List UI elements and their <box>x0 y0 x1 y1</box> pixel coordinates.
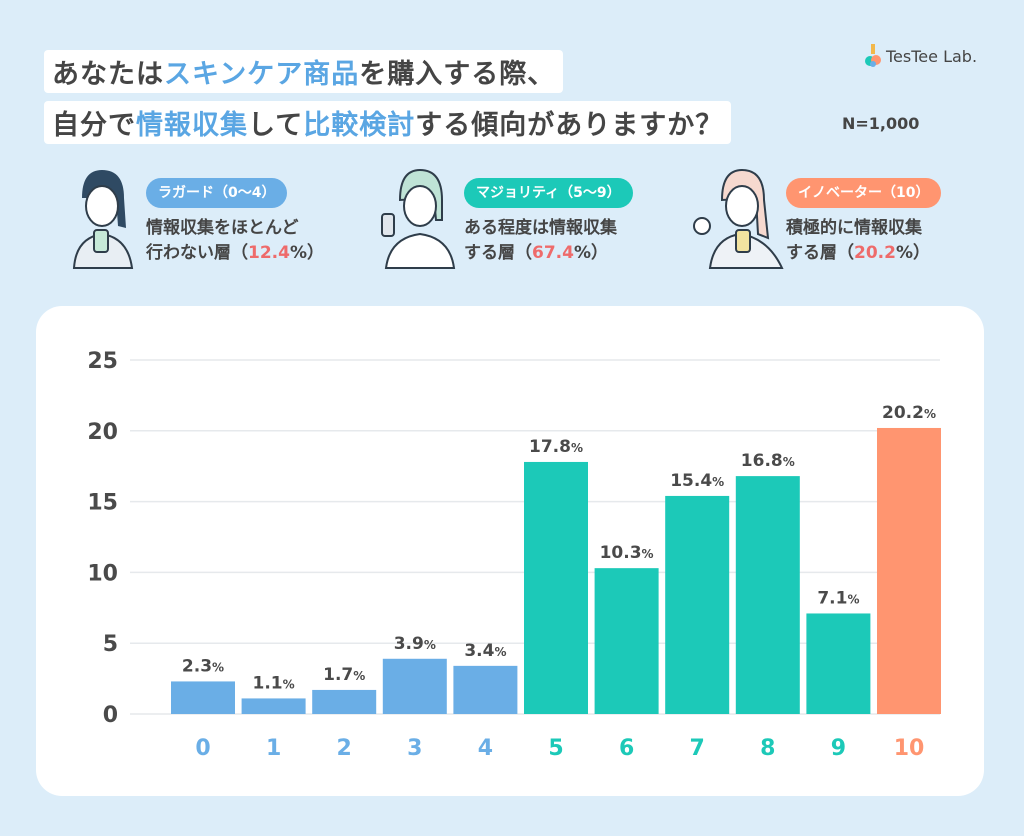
person-illustration-icon <box>381 168 456 269</box>
x-tick-label: 3 <box>407 736 422 761</box>
sample-size: N=1,000 <box>842 114 920 133</box>
x-tick-label: 8 <box>760 736 775 761</box>
flask-icon <box>865 44 881 67</box>
group-percent: 12.4 <box>248 243 290 263</box>
y-tick-label: 5 <box>103 632 118 657</box>
logo-text: TesTee Lab. <box>886 46 978 66</box>
desc-text: %） <box>573 243 608 263</box>
desc-line: ある程度は情報収集 <box>464 218 617 238</box>
title-highlight: 比較検討 <box>303 110 416 141</box>
title-text: する傾向がありますか？ <box>415 110 724 141</box>
group-badge: マジョリティ（5〜9） <box>464 178 633 208</box>
bar-10 <box>877 427 941 714</box>
bar-5 <box>524 461 588 714</box>
title-highlight: 情報収集 <box>136 110 248 141</box>
y-tick-label: 0 <box>103 703 118 728</box>
desc-line: する層（67.4%） <box>464 241 617 266</box>
bar-0 <box>171 681 235 714</box>
data-label: 7.1% <box>817 588 859 608</box>
title-highlight: スキンケア商品 <box>164 59 360 90</box>
group-innovator: イノベーター（10） 積極的に情報収集 する層（20.2%） <box>690 168 1010 278</box>
group-badge: イノベーター（10） <box>786 178 942 208</box>
y-tick-label: 20 <box>87 420 118 445</box>
data-label: 10.3% <box>600 543 654 563</box>
person-illustration-icon <box>72 170 134 269</box>
bar-1 <box>241 698 306 714</box>
x-tick-label: 5 <box>548 736 563 761</box>
data-label: 17.8% <box>529 437 583 457</box>
desc-text: 行わない層（ <box>146 243 248 263</box>
x-tick-label: 4 <box>478 736 493 761</box>
bar-7 <box>665 495 730 714</box>
logo: TesTee Lab. <box>864 44 977 68</box>
desc-line: 情報収集をほとんど <box>146 218 299 238</box>
x-tick-label: 9 <box>831 736 846 761</box>
desc-line: 積極的に情報収集 <box>786 218 922 238</box>
person-illustration-icon <box>693 168 784 269</box>
group-percent: 67.4 <box>532 243 574 263</box>
title-text: して <box>248 110 304 141</box>
group-description: 情報収集をほとんど 行わない層（12.4%） <box>146 216 324 266</box>
data-label: 3.9% <box>394 634 436 654</box>
group-badge: ラガード（0〜4） <box>146 178 288 208</box>
desc-text: する層（ <box>464 243 532 263</box>
bar-4 <box>453 665 518 714</box>
desc-text: する層（ <box>786 243 854 263</box>
x-tick-label: 0 <box>195 736 210 761</box>
x-tick-label: 1 <box>266 736 281 761</box>
title-line-1: あなたはスキンケア商品を購入する際、 <box>44 50 564 93</box>
desc-text: %） <box>289 243 324 263</box>
desc-text: %） <box>895 243 930 263</box>
desc-line: する層（20.2%） <box>786 241 930 266</box>
group-majority: マジョリティ（5〜9） ある程度は情報収集 する層（67.4%） <box>380 168 700 278</box>
bar-9 <box>806 613 871 714</box>
data-label: 20.2% <box>882 403 936 423</box>
x-tick-label: 10 <box>894 736 925 761</box>
y-tick-label: 25 <box>87 349 118 374</box>
title-text: 自分で <box>52 110 136 141</box>
group-description: ある程度は情報収集 する層（67.4%） <box>464 216 617 266</box>
bar-6 <box>594 568 659 714</box>
data-label: 15.4% <box>670 471 724 491</box>
title-text: あなたは <box>52 59 164 90</box>
data-label: 2.3% <box>182 656 224 676</box>
bar-2 <box>312 689 377 714</box>
x-tick-label: 7 <box>690 736 705 761</box>
y-tick-label: 15 <box>87 491 118 516</box>
desc-line: 行わない層（12.4%） <box>146 241 324 266</box>
bar-3 <box>382 658 447 714</box>
title-line-2: 自分で情報収集して比較検討する傾向がありますか？ <box>44 101 732 144</box>
title-text: を購入する際、 <box>359 59 556 90</box>
data-label: 3.4% <box>464 641 506 661</box>
data-label: 1.1% <box>253 673 295 693</box>
group-laggard: ラガード（0〜4） 情報収集をほとんど 行わない層（12.4%） <box>62 168 382 278</box>
group-description: 積極的に情報収集 する層（20.2%） <box>786 216 930 266</box>
x-tick-label: 6 <box>619 736 634 761</box>
group-percent: 20.2 <box>854 243 896 263</box>
x-tick-label: 2 <box>337 736 352 761</box>
bar-8 <box>735 476 800 714</box>
y-tick-label: 10 <box>87 561 118 586</box>
data-label: 16.8% <box>741 451 795 471</box>
data-label: 1.7% <box>323 665 365 685</box>
